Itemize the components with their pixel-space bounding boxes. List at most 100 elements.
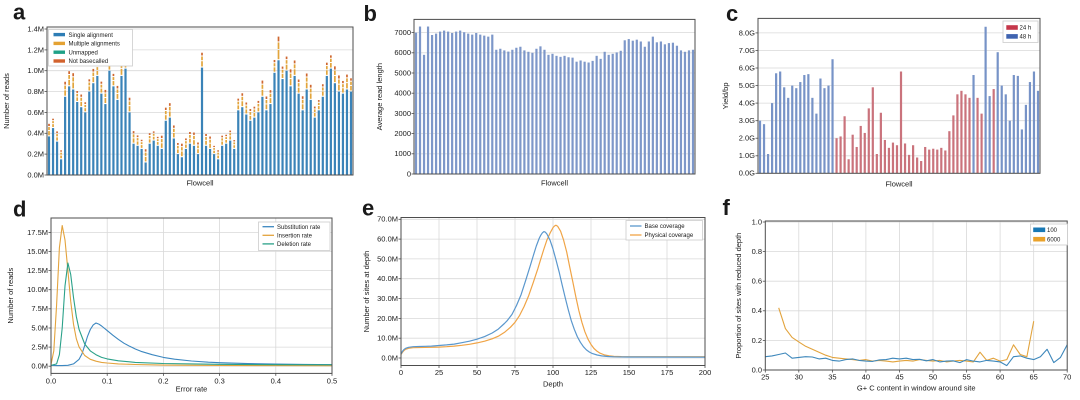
svg-text:0.0: 0.0 xyxy=(752,365,762,374)
svg-text:Single alignment: Single alignment xyxy=(69,33,114,39)
svg-text:Deletion rate: Deletion rate xyxy=(277,242,312,248)
svg-text:0.6M: 0.6M xyxy=(27,108,44,117)
svg-text:0: 0 xyxy=(407,169,411,178)
svg-text:Flowcell: Flowcell xyxy=(186,179,213,188)
svg-text:0: 0 xyxy=(399,368,403,377)
svg-text:6.0G: 6.0G xyxy=(739,63,755,72)
svg-text:Physical coverage: Physical coverage xyxy=(645,233,694,239)
svg-text:175: 175 xyxy=(661,368,674,377)
svg-text:0.0: 0.0 xyxy=(46,377,56,386)
svg-text:1.0G: 1.0G xyxy=(739,151,755,160)
svg-text:1.0: 1.0 xyxy=(752,217,762,226)
svg-text:2000: 2000 xyxy=(394,129,411,138)
svg-text:2.5M: 2.5M xyxy=(31,343,48,352)
svg-text:Flowcell: Flowcell xyxy=(541,179,568,188)
svg-text:30: 30 xyxy=(795,373,803,382)
svg-text:Substitution rate: Substitution rate xyxy=(277,225,321,231)
svg-text:Number of sites at depth: Number of sites at depth xyxy=(362,251,371,333)
svg-text:0.2: 0.2 xyxy=(158,377,168,386)
svg-text:10.0M: 10.0M xyxy=(27,285,48,294)
svg-text:6000: 6000 xyxy=(394,48,411,57)
svg-text:65: 65 xyxy=(1030,373,1038,382)
svg-text:30.0M: 30.0M xyxy=(377,294,398,303)
svg-text:4000: 4000 xyxy=(394,89,411,98)
svg-text:150: 150 xyxy=(623,368,636,377)
svg-text:70: 70 xyxy=(1063,373,1071,382)
svg-text:7.0G: 7.0G xyxy=(739,46,755,55)
svg-text:45: 45 xyxy=(895,373,903,382)
svg-text:e: e xyxy=(362,196,374,221)
svg-text:100: 100 xyxy=(547,368,560,377)
svg-text:0.8: 0.8 xyxy=(752,247,762,256)
svg-text:Average read length: Average read length xyxy=(375,63,384,130)
svg-text:b: b xyxy=(364,1,377,26)
svg-text:0.4: 0.4 xyxy=(271,377,281,386)
svg-text:a: a xyxy=(13,0,26,25)
svg-text:2.0G: 2.0G xyxy=(739,134,755,143)
svg-text:Proportion of sites with reduc: Proportion of sites with reduced depth xyxy=(734,233,743,359)
svg-text:7000: 7000 xyxy=(394,28,411,37)
svg-text:0.0M: 0.0M xyxy=(27,170,44,179)
svg-text:0.0G: 0.0G xyxy=(739,169,755,178)
svg-text:0.3: 0.3 xyxy=(214,377,224,386)
svg-text:0.2M: 0.2M xyxy=(27,150,44,159)
svg-text:10.0M: 10.0M xyxy=(377,334,398,343)
svg-text:50.0M: 50.0M xyxy=(377,254,398,263)
svg-text:48 h: 48 h xyxy=(1020,35,1032,41)
svg-text:3000: 3000 xyxy=(394,109,411,118)
svg-text:0.0M: 0.0M xyxy=(31,362,48,371)
svg-text:Unmapped: Unmapped xyxy=(69,50,98,56)
svg-text:5000: 5000 xyxy=(394,68,411,77)
svg-text:0.8M: 0.8M xyxy=(27,87,44,96)
svg-text:5.0M: 5.0M xyxy=(31,323,48,332)
svg-text:0.2: 0.2 xyxy=(752,336,762,345)
svg-text:Not basecalled: Not basecalled xyxy=(69,59,109,65)
svg-text:0.4M: 0.4M xyxy=(27,129,44,138)
svg-text:Number of reads: Number of reads xyxy=(2,73,11,129)
svg-text:1.2M: 1.2M xyxy=(27,45,44,54)
svg-text:Multiple alignments: Multiple alignments xyxy=(69,42,120,48)
svg-text:3.0G: 3.0G xyxy=(739,116,755,125)
svg-text:Base coverage: Base coverage xyxy=(645,224,686,230)
svg-text:25: 25 xyxy=(435,368,443,377)
svg-text:20.0M: 20.0M xyxy=(377,314,398,323)
svg-text:Flowcell: Flowcell xyxy=(885,180,912,189)
svg-text:Yield/bp: Yield/bp xyxy=(721,82,730,109)
svg-text:0.1: 0.1 xyxy=(102,377,112,386)
svg-text:60: 60 xyxy=(996,373,1004,382)
svg-text:12.5M: 12.5M xyxy=(27,266,48,275)
svg-text:55: 55 xyxy=(962,373,970,382)
svg-text:35: 35 xyxy=(828,373,836,382)
svg-text:1000: 1000 xyxy=(394,149,411,158)
svg-text:17.5M: 17.5M xyxy=(27,228,48,237)
svg-text:4.0G: 4.0G xyxy=(739,99,755,108)
svg-text:Error rate: Error rate xyxy=(176,384,208,393)
svg-text:8.0G: 8.0G xyxy=(739,28,755,37)
svg-text:c: c xyxy=(726,1,738,26)
svg-text:60.0M: 60.0M xyxy=(377,235,398,244)
svg-text:0.5: 0.5 xyxy=(327,377,337,386)
svg-text:40: 40 xyxy=(862,373,870,382)
svg-text:1.4M: 1.4M xyxy=(27,24,44,33)
svg-text:Insertion rate: Insertion rate xyxy=(277,234,313,240)
svg-text:f: f xyxy=(723,195,731,220)
svg-text:100: 100 xyxy=(1047,228,1058,234)
svg-text:50: 50 xyxy=(473,368,481,377)
svg-text:7.5M: 7.5M xyxy=(31,304,48,313)
svg-text:40.0M: 40.0M xyxy=(377,274,398,283)
svg-text:6000: 6000 xyxy=(1047,237,1061,243)
svg-text:d: d xyxy=(13,197,26,222)
svg-text:24 h: 24 h xyxy=(1020,26,1032,32)
svg-text:75: 75 xyxy=(511,368,519,377)
svg-text:G+ C content in window around: G+ C content in window around site xyxy=(857,384,976,393)
svg-text:50: 50 xyxy=(929,373,937,382)
svg-text:5.0G: 5.0G xyxy=(739,81,755,90)
svg-text:0.0M: 0.0M xyxy=(381,353,398,362)
svg-text:0.6: 0.6 xyxy=(752,277,762,286)
svg-text:70.0M: 70.0M xyxy=(377,215,398,224)
svg-text:15.0M: 15.0M xyxy=(27,247,48,256)
svg-text:1.0M: 1.0M xyxy=(27,66,44,75)
svg-text:Number of reads: Number of reads xyxy=(6,268,15,324)
svg-text:200: 200 xyxy=(699,368,712,377)
svg-text:0.4: 0.4 xyxy=(752,306,762,315)
